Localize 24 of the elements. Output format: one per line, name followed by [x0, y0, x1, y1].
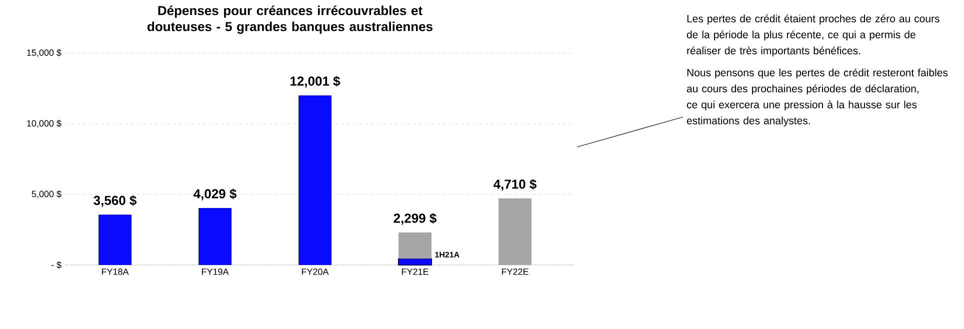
- bar: [398, 232, 432, 259]
- total-label: 2,299 $: [394, 213, 436, 225]
- x-tick-label: FY22E: [502, 268, 528, 275]
- bar: [398, 258, 432, 266]
- y-tick-label: 5,000 $: [32, 190, 62, 198]
- text: Les pertes de crédit étaient proches de zéro au cours de la période la plus récente, ce qui a permis de réaliser de très importants bénéfices.: [686, 14, 940, 56]
- x-tick-label: FY19A: [202, 268, 229, 275]
- text: Nous pensons que les pertes de crédit resteront faibles au cours des prochaines périodes de déclaration, ce qui exercera une pression à la hausse sur les estimations des analystes.: [686, 68, 948, 126]
- total-label: 3,560 $: [94, 195, 136, 207]
- x-tick-label: FY21E: [402, 268, 428, 275]
- bar: [98, 214, 132, 265]
- bar: [298, 95, 332, 265]
- chart-title: Dépenses pour créances irrécouvrables et douteuses - 5 grandes banques australiennes: [148, 6, 432, 34]
- total-label: 12,001 $: [290, 76, 340, 88]
- x-tick-label: FY18A: [102, 268, 129, 275]
- bar: [498, 198, 532, 265]
- y-tick-label: 15,000 $: [27, 49, 62, 57]
- total-label: 4,710 $: [494, 178, 536, 191]
- bar: [198, 208, 232, 265]
- y-tick-label: - $: [51, 261, 62, 269]
- annotation: 1H21A: [435, 252, 460, 258]
- x-tick-label: FY20A: [302, 268, 329, 275]
- y-tick-label: 10,000 $: [27, 120, 62, 128]
- total-label: 4,029 $: [194, 188, 236, 200]
